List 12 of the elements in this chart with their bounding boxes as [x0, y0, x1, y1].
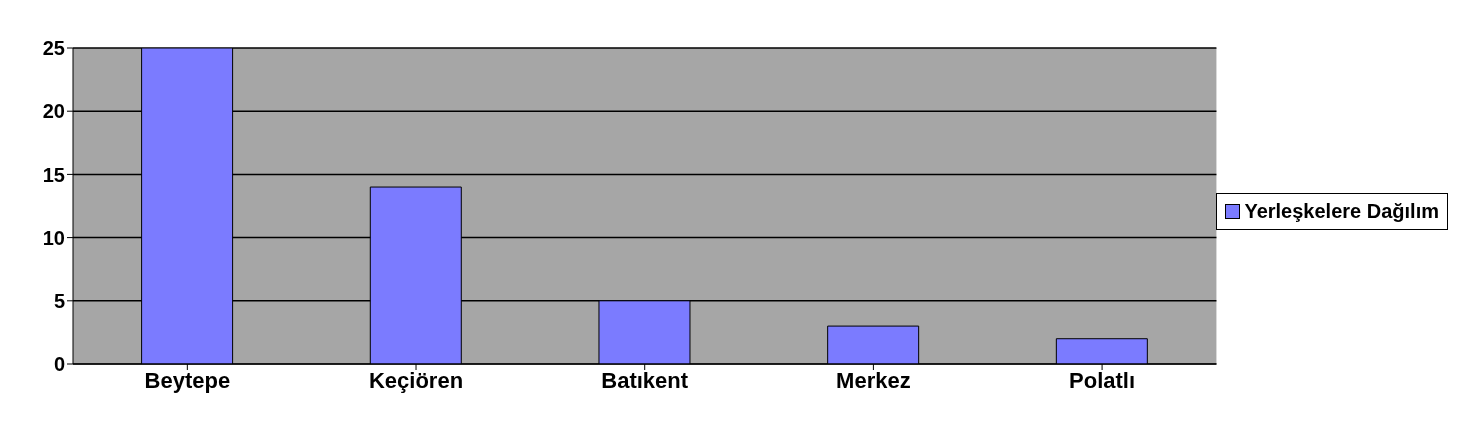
y-tick-label: 15: [42, 163, 65, 186]
x-tick-label: Beytepe: [144, 367, 231, 393]
x-tick-label: Batıkent: [601, 367, 689, 393]
legend-label: Yerleşkelere Dağılım: [1243, 199, 1439, 223]
y-tick-label: 20: [42, 100, 65, 123]
x-tick-label: Merkez: [836, 367, 911, 393]
y-tick-label: 5: [53, 289, 65, 312]
y-tick-label: 25: [42, 37, 65, 60]
y-tick-label: 0: [53, 353, 65, 376]
y-tick-label: 10: [42, 226, 65, 249]
x-tick-label: Keçiören: [368, 367, 464, 393]
x-tick-label: Polatlı: [1069, 367, 1136, 393]
